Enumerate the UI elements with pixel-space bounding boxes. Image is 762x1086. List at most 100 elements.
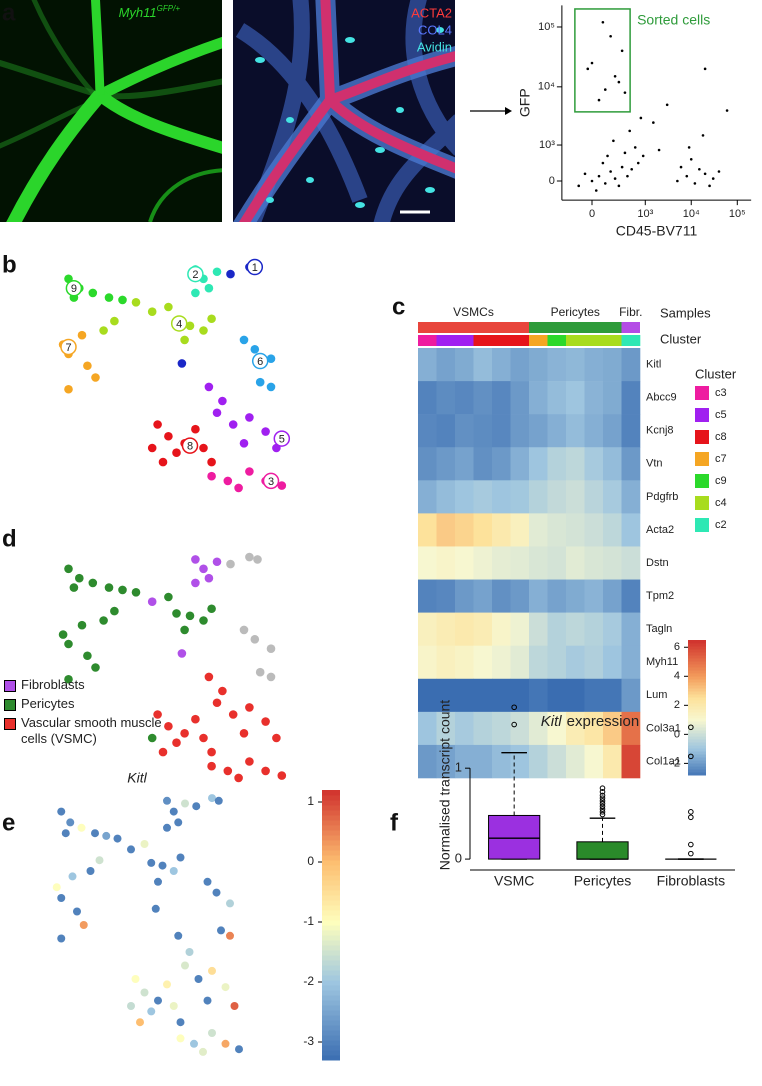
cell-point [191,714,200,724]
heat-cell [510,447,530,481]
cell-point [176,1034,185,1043]
colorbar-segment [322,820,340,826]
heat-cell [584,744,604,779]
cell-point [169,867,178,875]
cell-point [61,829,70,838]
cell-point [261,427,270,436]
cell-point [169,807,178,816]
colorbar-segment [688,652,706,656]
cell-point [652,121,655,124]
heat-cell [603,678,622,713]
heat-cell [436,546,456,580]
cell-point [140,840,149,848]
cell-point [234,483,243,493]
cell-point [687,146,691,149]
heat-cell [455,546,474,580]
colorbar-segment [688,748,706,752]
cell-point [212,557,222,567]
heat-cell [436,612,456,646]
cluster-bar [547,335,567,346]
cell-point [226,931,234,940]
heat-cell [492,711,511,746]
colorbar-segment [322,895,340,901]
cell-point [207,471,216,481]
title-text: expression [567,713,640,730]
cell-point [620,165,624,169]
colorbar-segment [322,1000,340,1006]
cell-point [204,672,214,682]
cell-point [253,555,262,564]
cell-point [147,1007,156,1016]
colorbar-segment [688,655,706,659]
cluster-marker [262,472,280,490]
colorbar-segment [322,840,340,846]
heat-cell [492,513,511,547]
heat-cell [584,711,604,746]
heat-cell [529,414,548,448]
cell-point [698,167,701,171]
cell-point [617,80,621,84]
colorbar-segment [688,751,706,755]
colorbar-segment [322,900,340,906]
colorbar-segment [688,715,706,719]
cell-point [86,867,95,875]
colorbar-segment [322,930,340,936]
heat-cell [455,612,474,646]
colorbar-segment [322,865,340,871]
cell-point [136,1018,144,1027]
outlier [599,809,606,815]
colorbar-segment [688,772,706,776]
colorbar-segment [322,910,340,916]
colorbar-segment [322,960,340,966]
cell-point [665,103,669,107]
cell-point [153,710,162,719]
colorbar-segment [322,920,340,926]
heat-cell [584,645,604,680]
heat-cell [492,348,511,382]
heat-cell [455,579,474,613]
cell-point [613,74,617,78]
cell-point [717,170,721,173]
cell-point [261,717,270,726]
cell-point [181,961,189,970]
cell-point [147,733,157,743]
legend-swatch [695,474,709,488]
cell-point [239,729,249,738]
cell-point [64,384,73,394]
cluster-marker [60,338,77,356]
cell-point [185,611,195,621]
cell-point [208,966,216,975]
colorbar-label: 1 [307,794,314,808]
colorbar-segment [322,800,340,806]
colorbar-segment [322,830,340,836]
gene-label: Tpm2 [646,590,674,602]
cell-point [245,413,254,422]
cluster-label: 4 [176,318,182,330]
colorbar-segment [688,640,706,644]
cell-point [226,269,235,279]
cell-point [628,129,631,133]
cell-point [192,802,201,811]
cluster-label: 7 [65,342,71,354]
gene-label: Kitl [646,358,661,370]
colorbar-label: 2 [674,699,680,711]
heat-cell [584,513,604,547]
cell-point [223,476,233,486]
box [488,814,541,860]
cell-point [153,420,162,429]
heat-cell [621,513,641,547]
colorbar-segment [322,1010,340,1016]
cell-point [190,1039,198,1048]
cell-point [77,620,87,630]
cell-point [630,167,634,171]
heat-cell [566,546,585,580]
cell-point [212,698,222,708]
colorbar-segment [322,1050,340,1056]
colorbar-segment [688,667,706,671]
heat-cell [492,381,511,415]
cell-point [203,877,212,886]
heat-cell [455,645,474,680]
heat-cell [547,381,567,415]
colorbar-segment [322,925,340,931]
cell-point [199,326,208,335]
